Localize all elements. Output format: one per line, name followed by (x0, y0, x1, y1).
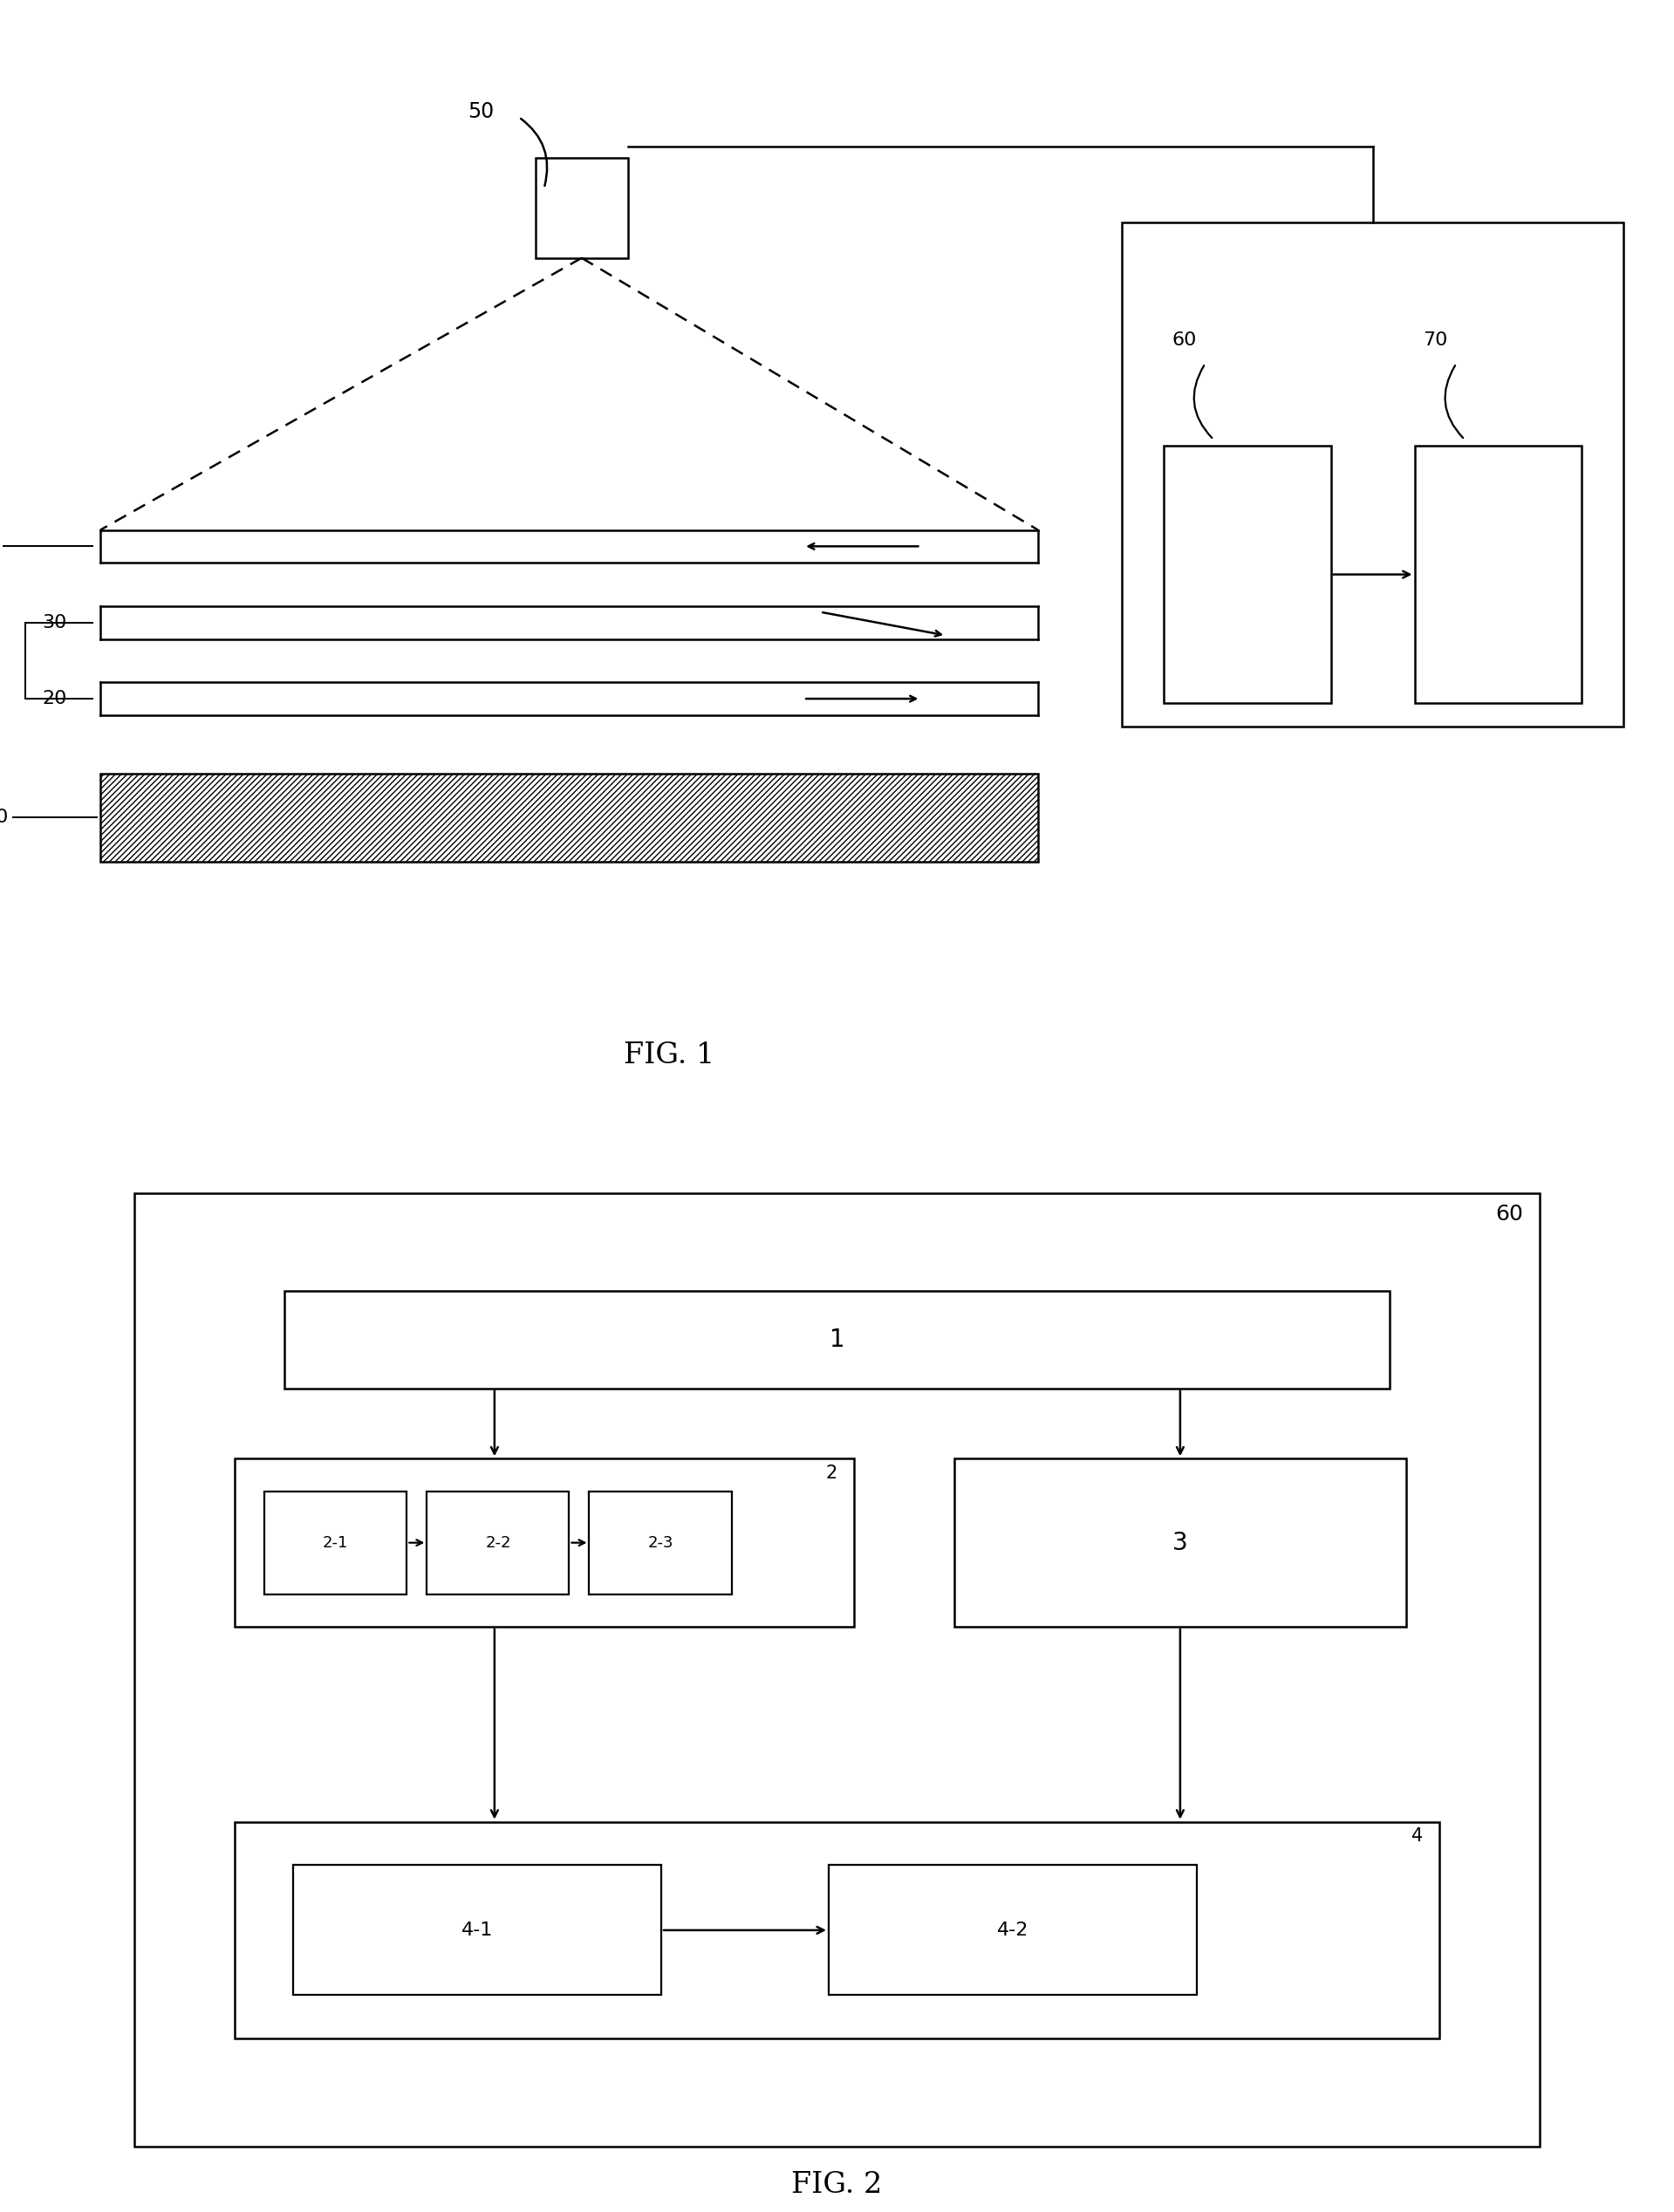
Text: 30: 30 (42, 613, 67, 630)
Bar (954, 1458, 1406, 1626)
Text: 10: 10 (0, 810, 8, 827)
Text: 4-2: 4-2 (998, 1922, 1028, 1940)
Bar (293, 1865, 661, 1995)
Text: 60: 60 (1172, 332, 1197, 349)
Bar (100, 774, 1038, 863)
Text: 20: 20 (42, 690, 67, 708)
Text: FIG. 2: FIG. 2 (792, 2170, 882, 2199)
Bar (1415, 445, 1582, 703)
Bar (134, 1192, 1540, 2148)
Text: 1: 1 (829, 1327, 845, 1352)
Bar (1122, 223, 1624, 728)
Bar (234, 1823, 1440, 2039)
Bar (829, 1865, 1197, 1995)
Text: 70: 70 (1423, 332, 1448, 349)
Text: 2: 2 (825, 1464, 837, 1482)
Text: 3: 3 (1172, 1531, 1189, 1555)
Text: 2-3: 2-3 (648, 1535, 673, 1551)
Text: FIG. 1: FIG. 1 (624, 1042, 715, 1068)
Text: 2-1: 2-1 (323, 1535, 348, 1551)
Bar (285, 1292, 1389, 1389)
Text: 4: 4 (1411, 1827, 1423, 1845)
Text: 60: 60 (1495, 1203, 1523, 1225)
Bar (536, 159, 628, 259)
Bar (264, 1491, 407, 1595)
Bar (589, 1491, 732, 1595)
Bar (427, 1491, 569, 1595)
Text: 4-1: 4-1 (462, 1922, 492, 1940)
Bar (234, 1458, 854, 1626)
Text: 50: 50 (467, 102, 494, 122)
Bar (1163, 445, 1331, 703)
Text: 2-2: 2-2 (485, 1535, 511, 1551)
